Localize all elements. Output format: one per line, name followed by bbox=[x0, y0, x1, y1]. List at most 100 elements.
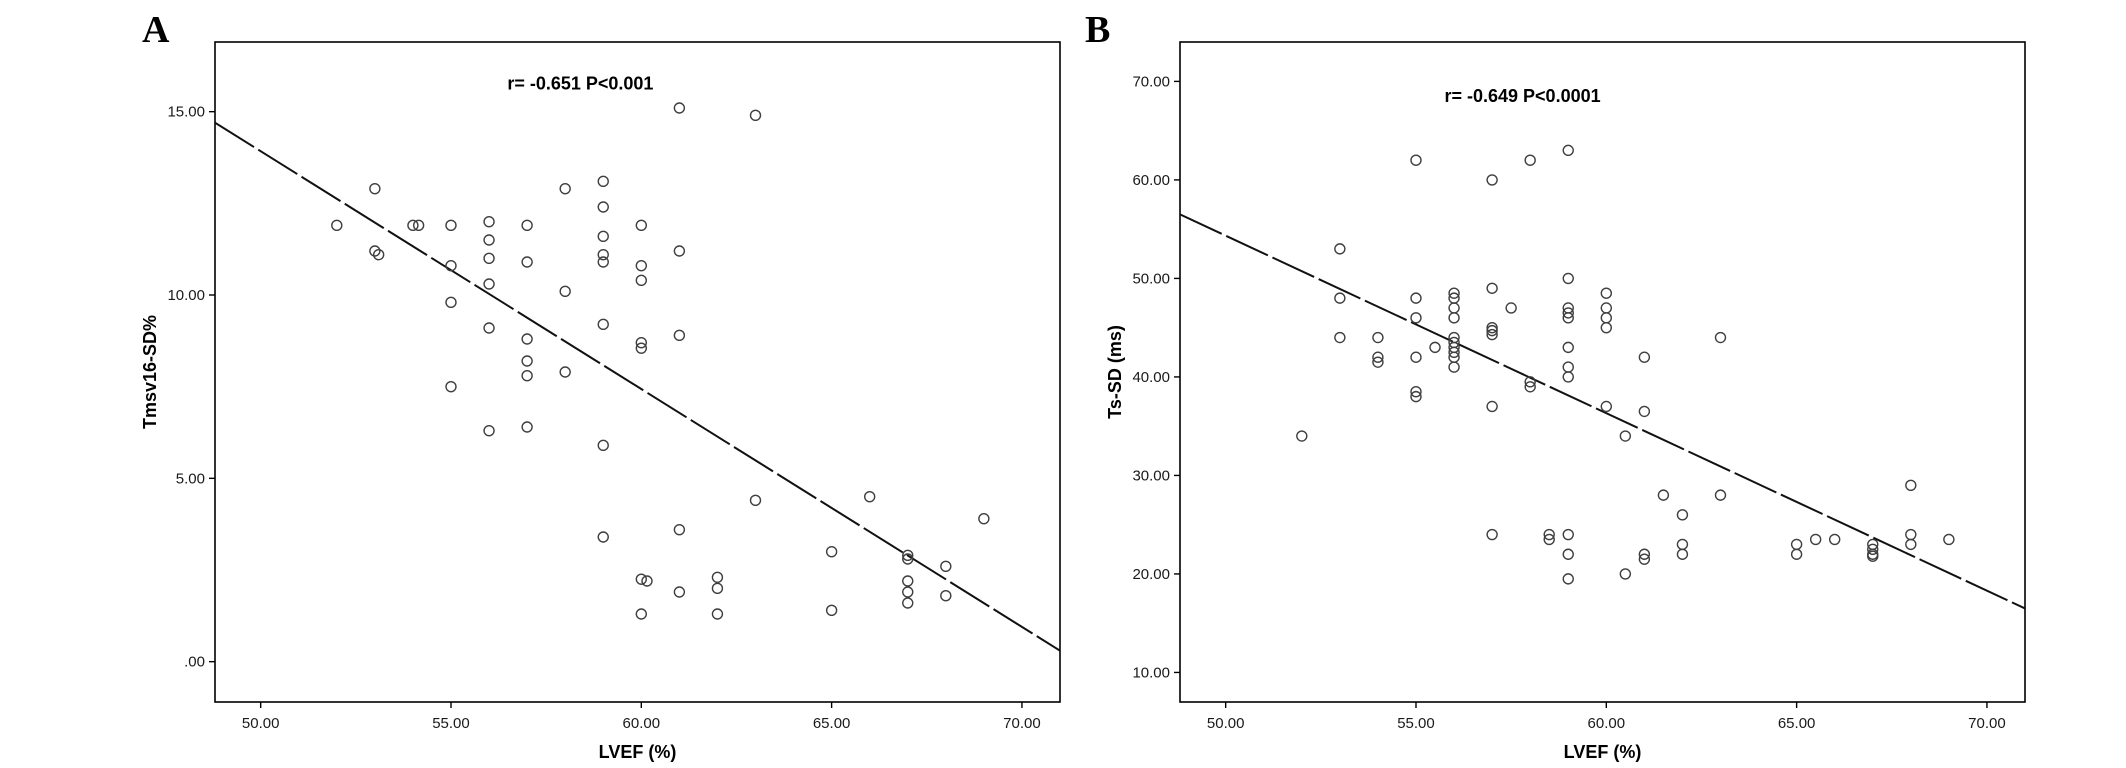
scatter-point bbox=[1410, 154, 1422, 166]
scatter-point bbox=[369, 182, 381, 195]
scatter-point bbox=[978, 512, 990, 525]
scatter-point bbox=[369, 245, 381, 257]
scatter-point bbox=[483, 424, 495, 437]
scatter-point bbox=[1638, 351, 1651, 363]
scatter-point bbox=[1676, 509, 1689, 521]
scatter-point bbox=[1600, 287, 1613, 299]
y-tick-label: .00 bbox=[184, 654, 205, 671]
scatter-point bbox=[940, 589, 952, 602]
scatter-point bbox=[825, 604, 838, 617]
scatter-point bbox=[1790, 548, 1803, 560]
scatter-point bbox=[1410, 351, 1422, 363]
scatter-point bbox=[635, 342, 648, 354]
scatter-point bbox=[711, 608, 724, 620]
scatter-point bbox=[1486, 528, 1498, 541]
scatter-point bbox=[1524, 154, 1536, 166]
scatter-point bbox=[1334, 243, 1346, 255]
scatter-point bbox=[1905, 479, 1917, 491]
scatter-point bbox=[483, 234, 495, 246]
x-tick-label: 50.00 bbox=[1207, 715, 1245, 732]
scatter-point bbox=[641, 575, 653, 587]
scatter-point bbox=[635, 573, 648, 585]
scatter-point bbox=[1638, 405, 1651, 418]
scatter-point bbox=[1809, 533, 1822, 546]
scatter-point bbox=[1334, 331, 1346, 344]
x-tick-label: 55.00 bbox=[432, 715, 470, 732]
y-tick-label: 30.00 bbox=[1132, 467, 1170, 484]
scatter-point bbox=[1676, 538, 1689, 551]
scatter-point bbox=[1714, 489, 1727, 501]
scatter-point bbox=[1790, 538, 1803, 551]
scatter-point bbox=[673, 102, 686, 114]
scatter-point bbox=[445, 380, 457, 393]
scatter-point bbox=[1562, 272, 1574, 285]
y-tick-label: 10.00 bbox=[1132, 664, 1170, 681]
regression-line bbox=[214, 121, 1061, 652]
y-axis-title: Ts-SD (ms) bbox=[1105, 325, 1125, 419]
scatter-point bbox=[1372, 356, 1384, 368]
scatter-point bbox=[521, 369, 533, 382]
panel-b-label: B bbox=[1085, 9, 1111, 51]
panel-a-scatter-chart: 50.00 55.00 60.00 65.00 70.00 .00 5.00 10.00 15.… bbox=[140, 41, 1061, 762]
scatter-point bbox=[1486, 324, 1498, 337]
scatter-point bbox=[483, 215, 495, 228]
scatter-point bbox=[597, 256, 609, 268]
y-tick-label: 70.00 bbox=[1132, 73, 1170, 90]
scatter-point bbox=[1562, 371, 1574, 383]
scatter-point bbox=[1714, 331, 1727, 344]
scatter-point bbox=[1505, 302, 1517, 314]
scatter-point bbox=[483, 278, 495, 290]
panel-a-label: A bbox=[142, 9, 170, 51]
scatter-point bbox=[1562, 144, 1574, 157]
scatter-point bbox=[521, 256, 533, 268]
scatter-point bbox=[1600, 312, 1613, 324]
scatter-point bbox=[597, 318, 609, 331]
scatter-point bbox=[1486, 321, 1498, 334]
scatter-point bbox=[1600, 302, 1613, 314]
scatter-point bbox=[483, 322, 495, 334]
x-tick-label: 70.00 bbox=[1968, 715, 2006, 732]
scatter-point bbox=[559, 366, 571, 378]
scatter-point bbox=[1562, 548, 1574, 560]
y-tick-label: 40.00 bbox=[1132, 369, 1170, 386]
scatter-point bbox=[559, 182, 571, 195]
scatter-point bbox=[1562, 341, 1574, 354]
scatter-point bbox=[597, 439, 609, 452]
y-tick-label: 5.00 bbox=[176, 470, 205, 487]
scatter-point bbox=[1486, 174, 1498, 186]
scatter-point bbox=[1676, 548, 1689, 560]
scatter-point bbox=[902, 597, 914, 609]
scatter-point bbox=[1562, 573, 1574, 585]
scatter-point bbox=[1638, 553, 1651, 565]
scatter-point bbox=[1372, 331, 1384, 344]
scatter-point bbox=[407, 219, 419, 232]
scatter-point bbox=[1562, 307, 1574, 319]
x-tick-label: 55.00 bbox=[1397, 715, 1435, 732]
plot-frame bbox=[214, 41, 1061, 703]
scatter-point bbox=[331, 219, 343, 232]
scatter-point bbox=[863, 490, 876, 503]
scatter-point bbox=[1410, 390, 1422, 403]
scatter-point bbox=[1562, 528, 1574, 541]
correlation-annotation: r= -0.651 P<0.001 bbox=[507, 74, 653, 94]
scatter-point bbox=[1562, 361, 1574, 373]
scatter-point bbox=[1334, 292, 1346, 304]
scatter-point bbox=[749, 109, 762, 122]
scatter-point bbox=[412, 219, 425, 232]
scatter-point bbox=[1524, 376, 1536, 388]
scatter-point bbox=[1524, 381, 1536, 393]
y-tick-label: 60.00 bbox=[1132, 172, 1170, 189]
scatter-point bbox=[635, 274, 648, 287]
scatter-point bbox=[1296, 430, 1308, 442]
scatter-point bbox=[1905, 528, 1917, 541]
x-axis-title: LVEF (%) bbox=[599, 742, 677, 762]
scatter-point bbox=[749, 494, 762, 507]
scatter-point bbox=[1600, 400, 1613, 413]
scatter-point bbox=[445, 259, 457, 272]
scatter-point bbox=[902, 553, 914, 565]
scatter-point bbox=[1905, 538, 1917, 551]
scatter-point bbox=[1543, 533, 1555, 546]
scatter-point bbox=[902, 549, 914, 562]
scatter-point bbox=[1486, 282, 1498, 294]
scatter-point bbox=[1867, 550, 1879, 562]
